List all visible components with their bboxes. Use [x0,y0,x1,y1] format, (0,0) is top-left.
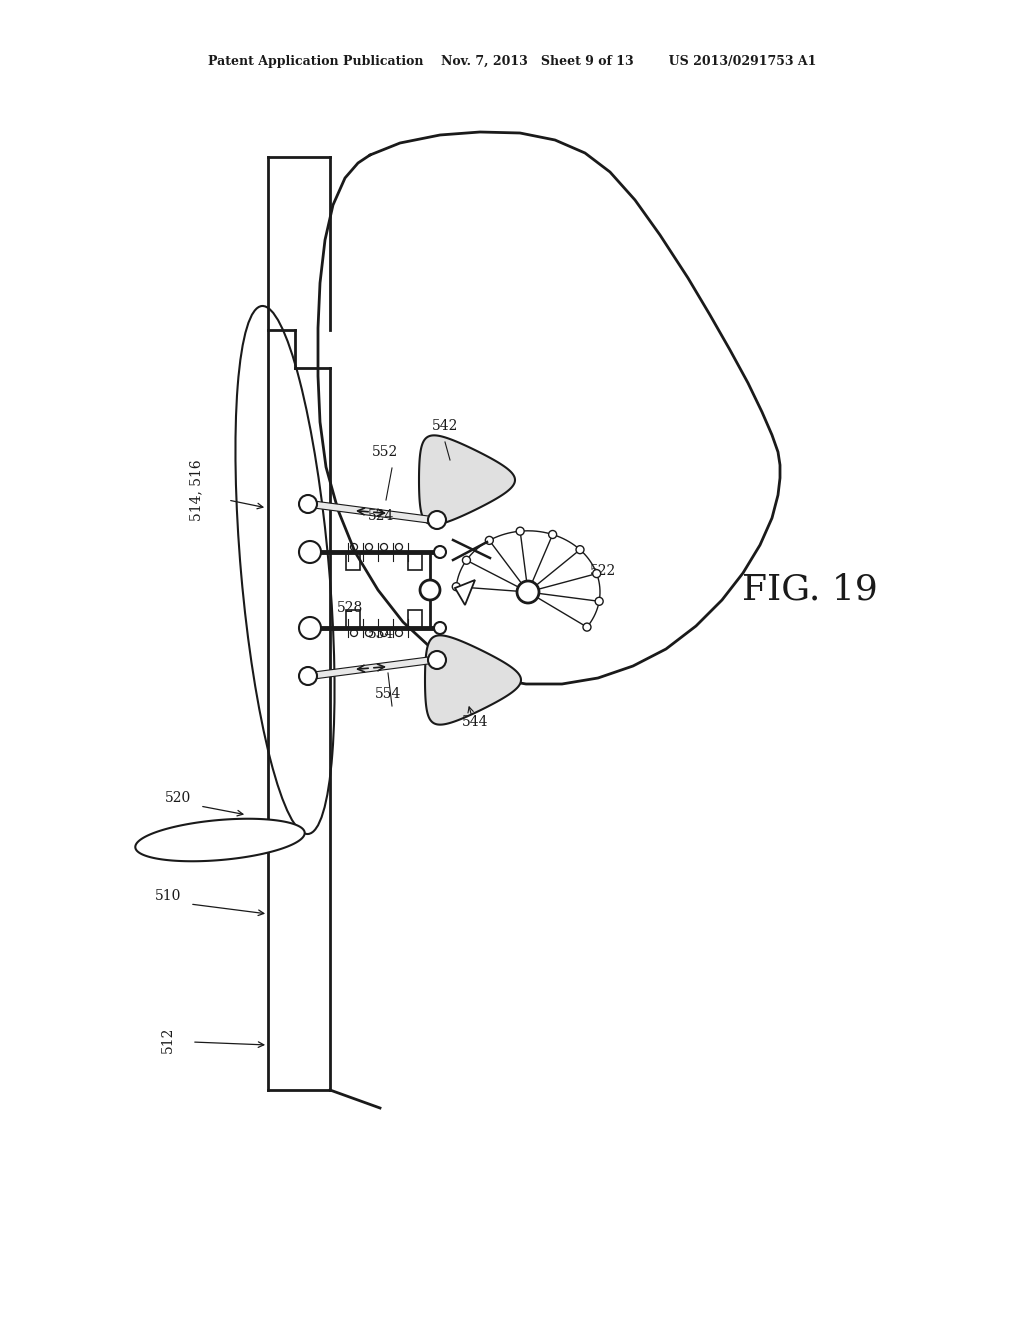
Circle shape [485,536,494,544]
Text: 534: 534 [368,627,394,642]
Bar [408,552,422,570]
Circle shape [420,579,440,601]
Text: 514, 516: 514, 516 [189,459,203,521]
Text: FIG. 19: FIG. 19 [742,573,878,607]
Text: 552: 552 [372,445,398,459]
Circle shape [583,623,591,631]
Circle shape [299,541,321,564]
Circle shape [549,531,557,539]
Text: 510: 510 [155,888,181,903]
Bar [346,610,360,628]
Circle shape [593,570,601,578]
Circle shape [516,527,524,535]
Circle shape [428,511,446,529]
Polygon shape [455,579,475,605]
Polygon shape [310,500,432,524]
Polygon shape [425,635,521,725]
Text: 528: 528 [337,601,364,615]
Text: Patent Application Publication    Nov. 7, 2013   Sheet 9 of 13        US 2013/02: Patent Application Publication Nov. 7, 2… [208,55,816,69]
Circle shape [299,616,321,639]
Circle shape [428,651,446,669]
Text: 522: 522 [590,564,616,578]
Circle shape [453,582,460,590]
Polygon shape [419,436,515,524]
Circle shape [463,556,470,564]
Circle shape [299,495,317,513]
Circle shape [434,622,446,634]
Circle shape [595,598,603,606]
Text: 554: 554 [375,686,401,701]
Text: 544: 544 [462,715,488,729]
Circle shape [577,545,584,553]
Text: 520: 520 [165,791,191,805]
Circle shape [434,546,446,558]
Polygon shape [135,818,305,861]
Circle shape [299,667,317,685]
Text: 542: 542 [432,418,459,433]
Circle shape [517,581,539,603]
Text: 512: 512 [161,1027,175,1053]
Bar [346,552,360,570]
Text: 524: 524 [368,510,394,523]
Polygon shape [310,656,432,680]
Bar [408,610,422,628]
